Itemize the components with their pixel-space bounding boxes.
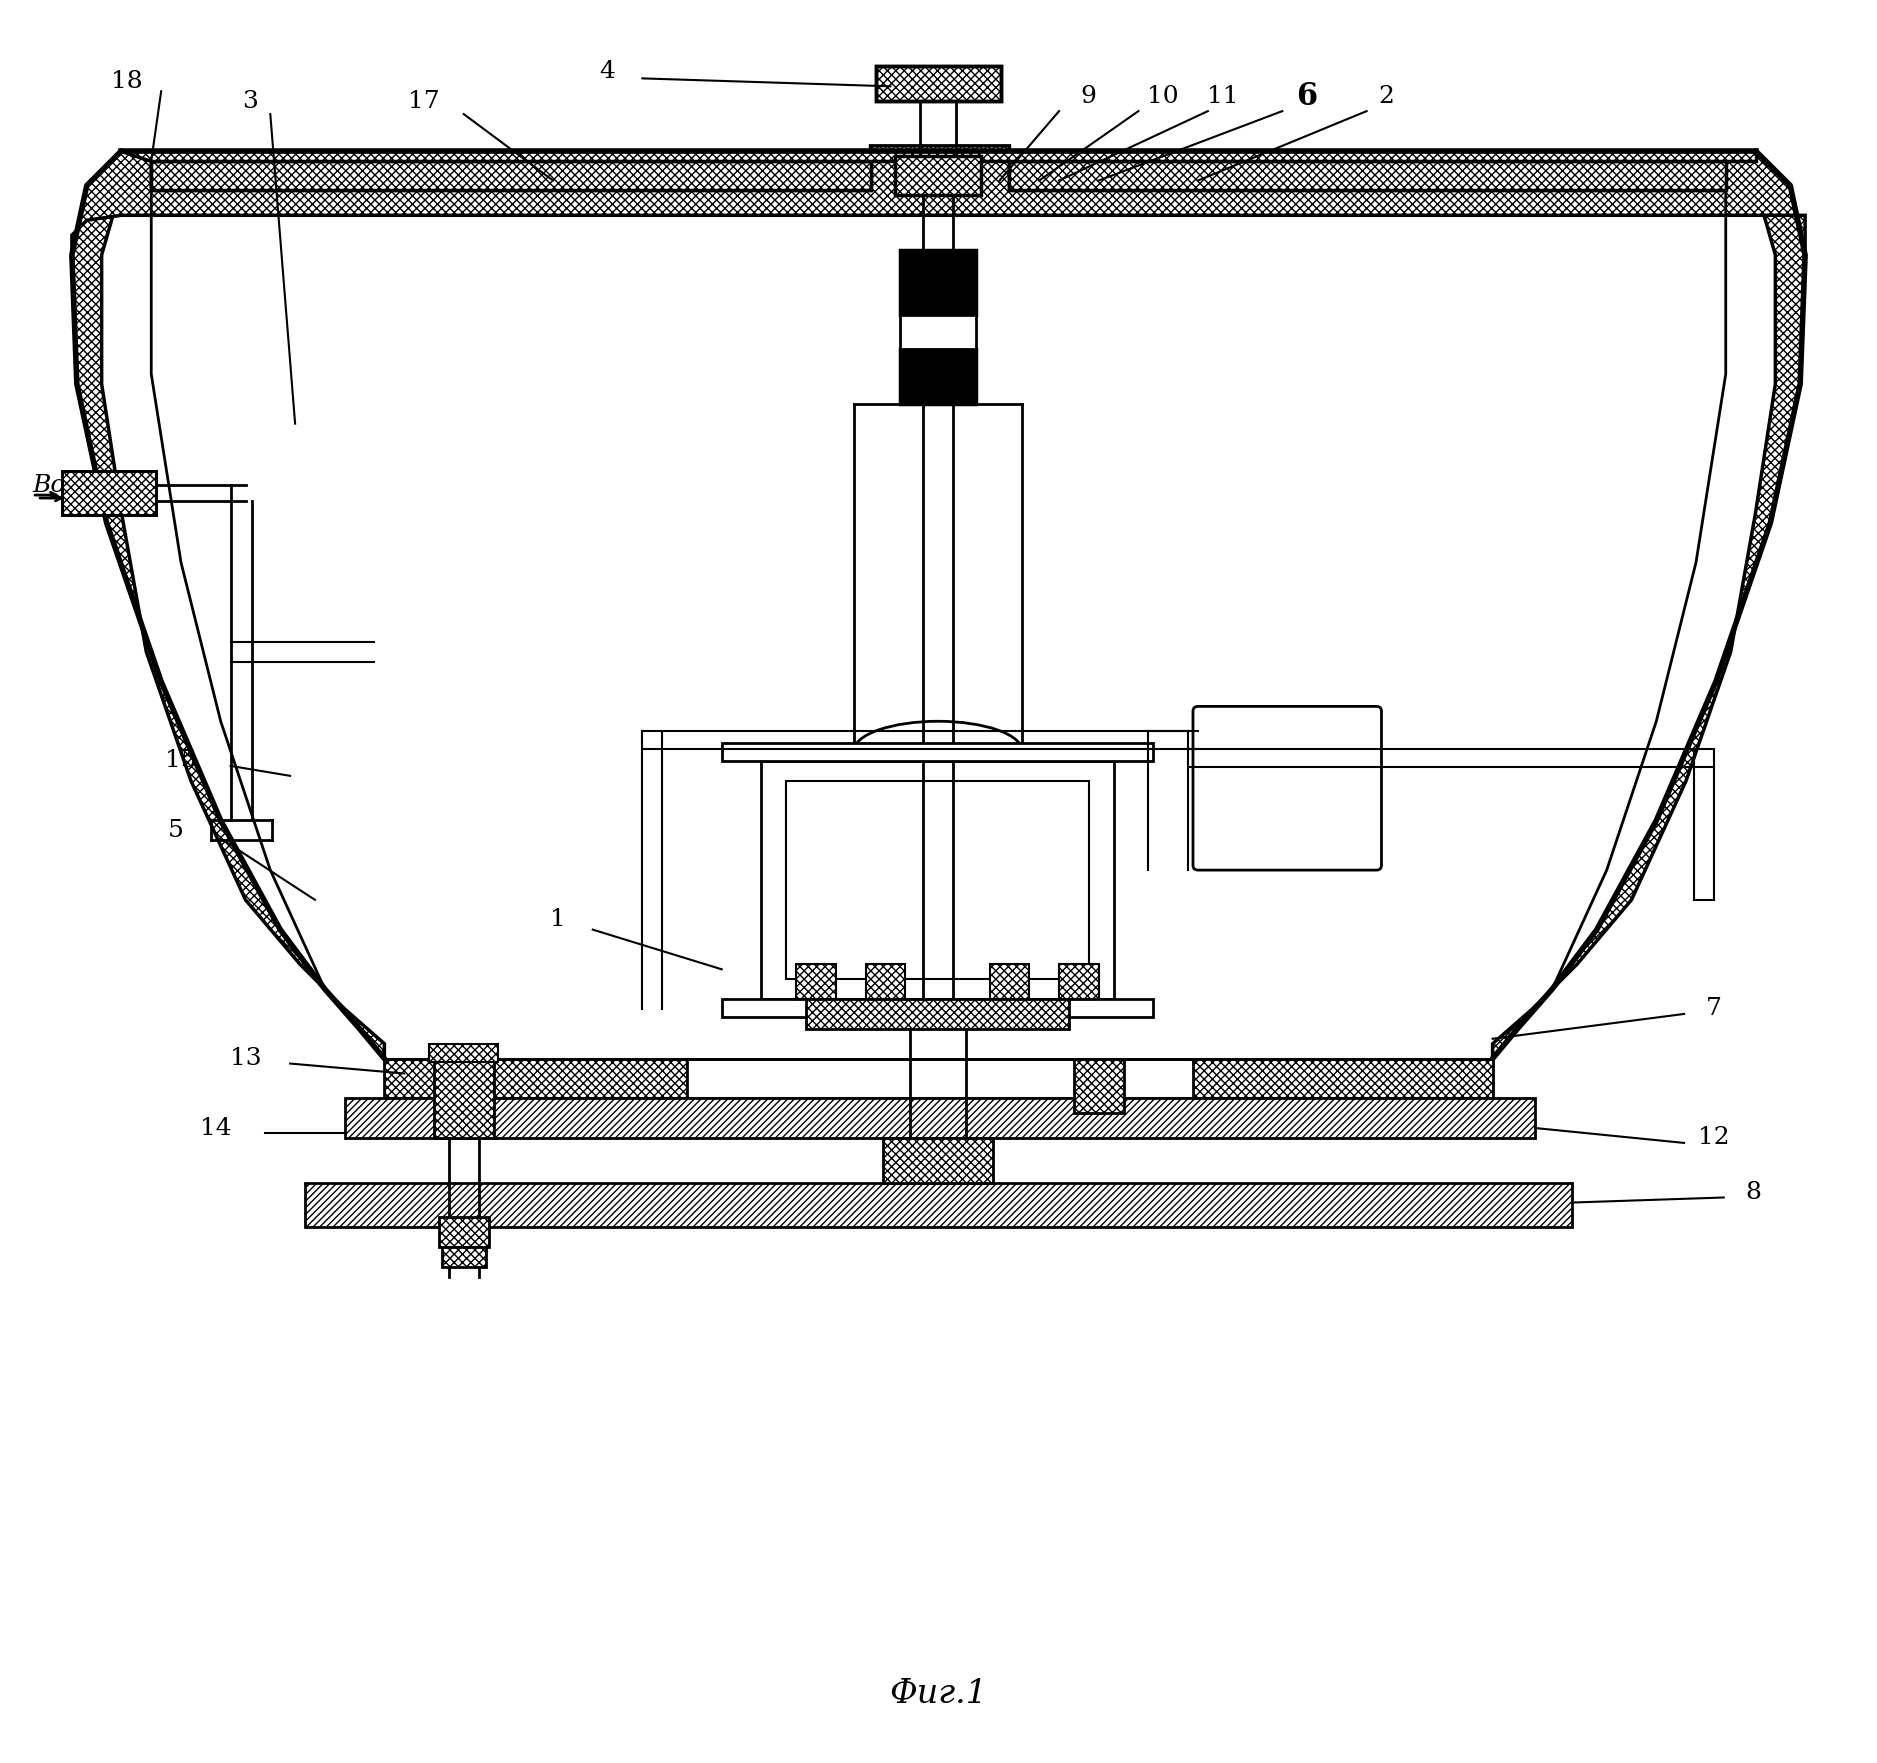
Bar <box>875 67 1000 100</box>
Text: 11: 11 <box>1207 85 1239 108</box>
Bar <box>901 250 976 314</box>
Bar <box>439 1216 488 1246</box>
Text: 15: 15 <box>165 749 197 772</box>
Text: Вода: Вода <box>32 474 96 497</box>
Bar <box>687 1058 1194 1098</box>
Text: 2: 2 <box>1378 85 1395 108</box>
Text: 13: 13 <box>229 1047 261 1070</box>
Bar <box>441 1246 486 1268</box>
Text: 6: 6 <box>1297 81 1318 111</box>
Text: 4: 4 <box>599 60 616 83</box>
Text: 8: 8 <box>1746 1181 1761 1204</box>
Bar <box>786 781 1089 978</box>
Bar <box>1188 1058 1492 1098</box>
Bar <box>723 742 1152 762</box>
Bar <box>895 155 980 196</box>
Text: 18: 18 <box>111 71 143 93</box>
Bar <box>1074 1058 1124 1112</box>
Text: 7: 7 <box>1706 998 1721 1021</box>
Bar <box>901 314 976 349</box>
FancyBboxPatch shape <box>1194 707 1381 871</box>
Bar <box>385 1058 687 1098</box>
Text: 5: 5 <box>169 818 184 843</box>
Polygon shape <box>122 152 1755 160</box>
Text: 17: 17 <box>409 90 439 113</box>
Bar <box>762 762 1113 1000</box>
Text: 12: 12 <box>1699 1127 1731 1149</box>
Bar <box>875 67 1000 100</box>
Text: 1: 1 <box>550 908 565 931</box>
Bar <box>865 964 905 1000</box>
Bar <box>1059 964 1098 1000</box>
Text: 14: 14 <box>201 1116 231 1139</box>
Text: Фиг.1: Фиг.1 <box>890 1678 987 1710</box>
Text: 10: 10 <box>1147 85 1179 108</box>
Polygon shape <box>1492 152 1806 1058</box>
Text: 3: 3 <box>242 90 259 113</box>
Bar <box>805 1000 1070 1030</box>
Bar <box>430 1044 499 1061</box>
Polygon shape <box>152 160 871 190</box>
Text: 9: 9 <box>1081 85 1096 108</box>
Bar <box>62 471 156 515</box>
Bar <box>306 1183 1571 1227</box>
Polygon shape <box>71 152 385 1058</box>
Bar <box>796 964 835 1000</box>
Bar <box>345 1098 1535 1137</box>
Polygon shape <box>71 146 1806 256</box>
Bar <box>884 1137 993 1183</box>
Bar <box>62 471 156 515</box>
Bar <box>434 1058 494 1137</box>
Polygon shape <box>1010 160 1725 190</box>
Bar <box>723 1000 1152 1017</box>
Bar <box>901 349 976 404</box>
Bar <box>989 964 1029 1000</box>
